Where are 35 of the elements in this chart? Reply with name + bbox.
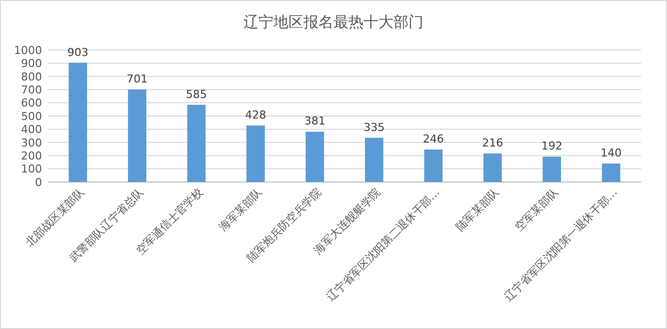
data-label: 246 bbox=[422, 132, 444, 146]
bar bbox=[306, 132, 324, 182]
bar bbox=[483, 153, 502, 182]
bar bbox=[602, 164, 620, 182]
y-tick-label: 100 bbox=[21, 162, 42, 176]
y-tick-label: 600 bbox=[21, 96, 42, 110]
y-tick-label: 800 bbox=[21, 70, 42, 84]
y-tick-label: 400 bbox=[21, 123, 42, 136]
data-label: 192 bbox=[541, 140, 562, 153]
data-label: 335 bbox=[364, 120, 385, 134]
y-tick-label: 900 bbox=[21, 57, 42, 70]
data-label: 216 bbox=[482, 136, 504, 150]
bar bbox=[68, 62, 88, 182]
y-tick-label: 700 bbox=[21, 83, 42, 96]
x-tick-label: 陆军某部队 bbox=[453, 186, 502, 234]
data-label: 701 bbox=[126, 72, 148, 86]
bar bbox=[187, 104, 206, 182]
data-label: 381 bbox=[304, 114, 326, 128]
bar bbox=[128, 89, 146, 182]
bar bbox=[364, 138, 384, 182]
x-tick-label: 空军某部队 bbox=[512, 186, 561, 234]
y-tick-label: 1000 bbox=[14, 44, 42, 57]
x-tick-label: 海军某部队 bbox=[216, 186, 264, 234]
bar bbox=[542, 156, 562, 182]
data-label: 585 bbox=[186, 88, 207, 101]
y-tick-label: 500 bbox=[21, 110, 42, 123]
bar bbox=[246, 126, 265, 182]
chart-title: 辽宁地区报名最热十大部门 bbox=[244, 13, 424, 31]
data-label: 428 bbox=[245, 108, 266, 122]
data-label: 140 bbox=[600, 146, 622, 160]
y-tick-label: 300 bbox=[21, 136, 42, 150]
data-label: 903 bbox=[67, 46, 88, 59]
y-tick-label: 200 bbox=[21, 149, 42, 162]
bar bbox=[424, 150, 443, 182]
y-tick-label: 0 bbox=[35, 176, 42, 189]
